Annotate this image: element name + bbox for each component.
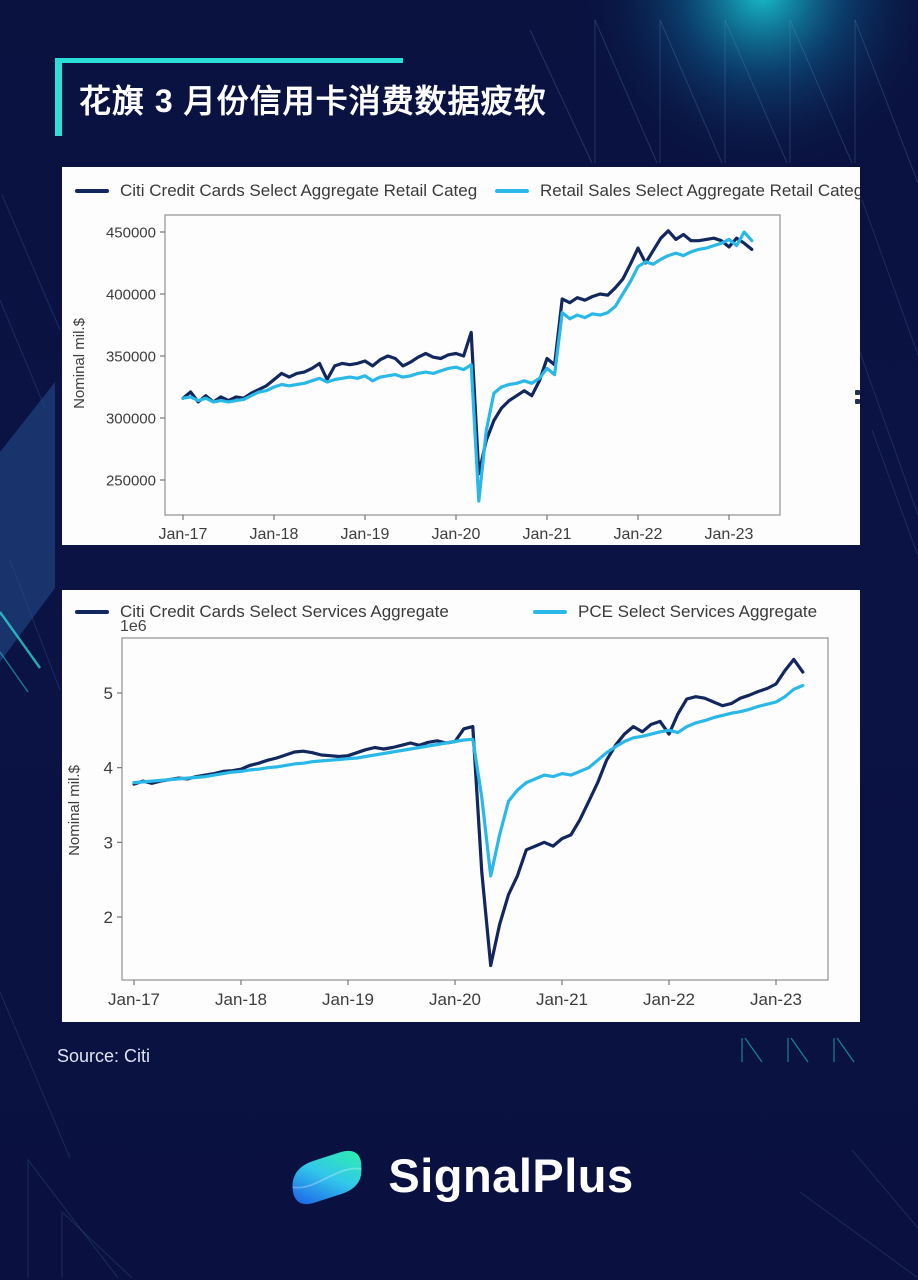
x-tick-label: Jan-23 bbox=[750, 990, 802, 1009]
services-chart: 2 3 4 5 Jan-17 Jan-18 Jan-19 Jan-20 Jan-21 Jan-22… bbox=[104, 637, 829, 1009]
series-line-dark bbox=[181, 229, 754, 476]
y-tick-label: 250000 bbox=[106, 472, 156, 489]
edge-diagonals bbox=[0, 194, 918, 1279]
y-tick-label: 5 bbox=[104, 684, 113, 703]
x-tick-label: Jan-18 bbox=[250, 526, 299, 543]
y-tick-label: 400000 bbox=[106, 286, 156, 303]
legend-label: Citi Credit Cards Select Services Aggreg… bbox=[120, 602, 449, 621]
title-accent-left bbox=[55, 58, 62, 136]
legend-label: Citi Credit Cards Select Aggregate Retai… bbox=[120, 181, 478, 200]
chart-panel-retail: Citi Credit Cards Select Aggregate Retai… bbox=[62, 167, 860, 545]
legend-item-retail-sales: Retail Sales Select Aggregate Retail Cat… bbox=[495, 181, 860, 201]
legend-swatch-dark-icon bbox=[75, 610, 109, 614]
plot-border bbox=[164, 214, 781, 516]
x-tick-label: Jan-22 bbox=[643, 990, 695, 1009]
x-tick-label: Jan-18 bbox=[215, 990, 267, 1009]
title-accent-top bbox=[55, 58, 403, 63]
title-block: 花旗 3 月份信用卡消费数据疲软 bbox=[55, 58, 547, 136]
x-tick-label: Jan-20 bbox=[429, 990, 481, 1009]
legend-label: Retail Sales Select Aggregate Retail Cat… bbox=[540, 181, 860, 200]
x-tick-label: Jan-23 bbox=[705, 526, 754, 543]
retail-chart: 250000 300000 350000 400000 450000 Jan-17 Jan-… bbox=[106, 214, 781, 543]
y-tick-label: 300000 bbox=[106, 410, 156, 427]
legend-label: PCE Select Services Aggregate bbox=[578, 602, 818, 621]
series-line-cyan bbox=[181, 230, 754, 503]
source-caption: Source: Citi bbox=[57, 1046, 151, 1066]
legend-item-pce-services: PCE Select Services Aggregate bbox=[533, 602, 817, 622]
brand-logo: SignalPlus bbox=[0, 1132, 918, 1218]
legend-swatch-dark-icon bbox=[75, 189, 109, 193]
y-tick-label: 2 bbox=[104, 908, 113, 927]
x-tick-label: Jan-19 bbox=[341, 526, 390, 543]
x-tick-label: Jan-21 bbox=[523, 526, 572, 543]
page-title: 花旗 3 月份信用卡消费数据疲软 bbox=[79, 83, 547, 119]
legend-item-citi-retail: Citi Credit Cards Select Aggregate Retai… bbox=[75, 181, 477, 201]
legend-item-citi-services: Citi Credit Cards Select Services Aggreg… bbox=[75, 602, 449, 622]
series-line-cyan bbox=[132, 683, 805, 878]
teal-accent-lines bbox=[0, 611, 855, 1063]
y-tick-label: 4 bbox=[104, 759, 113, 778]
chart-panel-services: Citi Credit Cards Select Services Aggreg… bbox=[62, 590, 860, 1022]
sawtooth-lines bbox=[529, 19, 918, 184]
x-tick-label: Jan-21 bbox=[536, 990, 588, 1009]
y-tick-label: 350000 bbox=[106, 348, 156, 365]
teal-glow bbox=[577, 0, 918, 177]
y-scale-label: 1e6 bbox=[120, 618, 147, 635]
brand-name: SignalPlus bbox=[388, 1148, 634, 1202]
legend-swatch-cyan-icon bbox=[533, 610, 567, 614]
series-line-dark bbox=[132, 657, 805, 968]
x-tick-label: Jan-17 bbox=[159, 526, 208, 543]
x-tick-label: Jan-20 bbox=[432, 526, 481, 543]
x-tick-label: Jan-19 bbox=[322, 990, 374, 1009]
y-tick-label: 450000 bbox=[106, 224, 156, 241]
plot-border bbox=[121, 637, 829, 981]
signalplus-logo-icon bbox=[292, 1150, 362, 1205]
y-tick-label: 3 bbox=[104, 833, 113, 852]
x-tick-label: Jan-17 bbox=[108, 990, 160, 1009]
legend-swatch-cyan-icon bbox=[495, 189, 529, 193]
left-accent-shape bbox=[0, 382, 55, 662]
panel-edge-marker bbox=[855, 390, 860, 408]
x-tick-label: Jan-22 bbox=[614, 526, 663, 543]
